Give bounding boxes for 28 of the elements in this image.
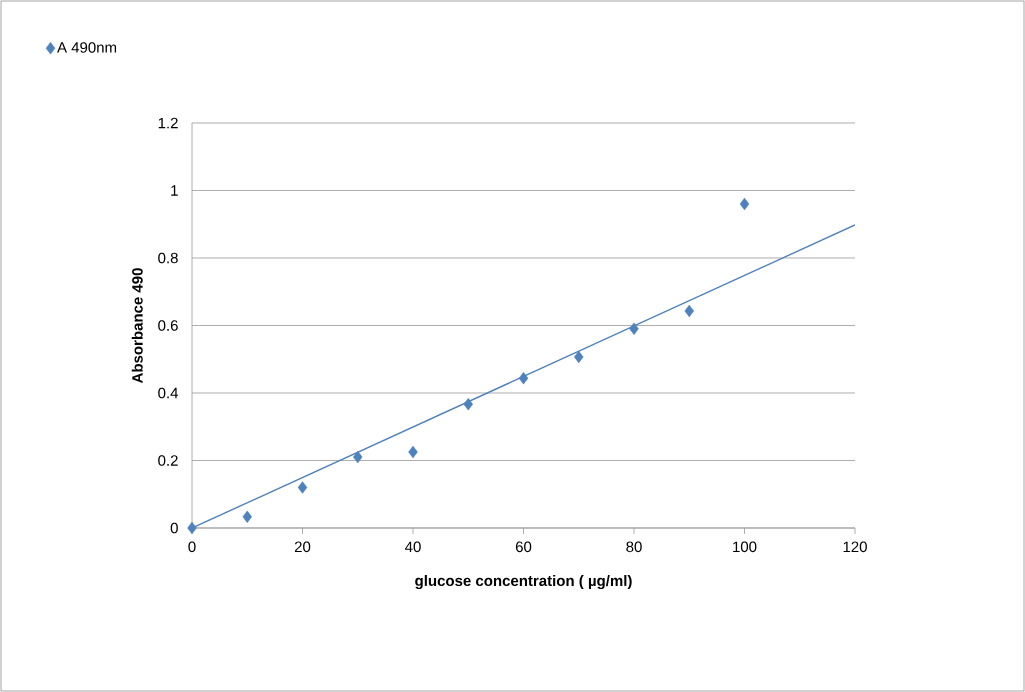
point: [684, 304, 694, 318]
point: [353, 450, 363, 464]
y-tick-label: 0.6: [158, 320, 178, 331]
x-tick-label: 40: [405, 541, 421, 553]
y-tick-label: 0.2: [158, 455, 178, 466]
x-tick-label: 120: [843, 541, 867, 553]
point: [297, 481, 308, 494]
y-tick-label: 0: [170, 522, 178, 534]
y-tick-label: 0.8: [158, 252, 178, 264]
point: [518, 371, 529, 385]
x-tick-label: 0: [188, 541, 196, 553]
legend-label: A 490nm: [57, 42, 117, 53]
y-axis-title: Absorbance 490: [131, 268, 143, 384]
y-tick-label: 0.4: [158, 387, 179, 399]
y-tick-label: 1: [171, 185, 178, 196]
point: [408, 445, 418, 459]
point: [187, 521, 197, 535]
x-axis-title: glucose concentration ( µg/ml): [415, 575, 632, 590]
point: [629, 322, 639, 336]
y-tick-label: 1.2: [158, 117, 178, 129]
point: [574, 350, 584, 364]
x-tick-label: 20: [294, 541, 311, 553]
x-tick-label: 80: [626, 541, 642, 553]
point: [739, 197, 750, 211]
x-tick-label: 100: [733, 541, 757, 553]
x-tick-label: 60: [515, 541, 532, 553]
point: [463, 397, 473, 411]
point: [242, 510, 252, 524]
